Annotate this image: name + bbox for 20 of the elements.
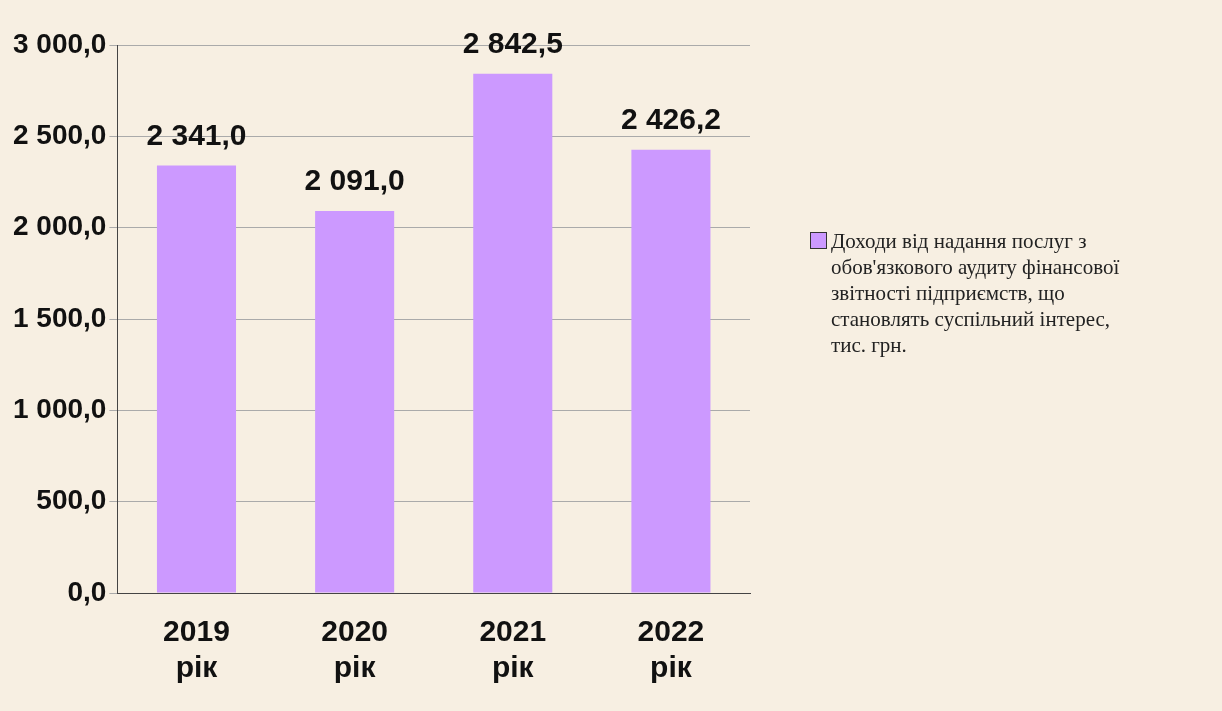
bar — [156, 165, 237, 593]
bar — [315, 211, 395, 593]
y-tick-label: 3 000,0 — [13, 27, 107, 59]
x-tick-label: 2020 рік — [321, 614, 389, 684]
y-tick-label: 0,0 — [67, 575, 107, 607]
data-label: 2 341,0 — [146, 117, 247, 151]
x-tick-label: 2022 рік — [637, 614, 705, 684]
y-tick-label: 2 500,0 — [13, 119, 107, 151]
data-label: 2 426,2 — [620, 102, 721, 136]
bar — [473, 73, 553, 593]
x-tick-label: 2019 рік — [163, 614, 230, 684]
data-label: 2 842,5 — [462, 26, 563, 60]
y-tick-label: 1 000,0 — [13, 393, 107, 425]
y-tick-label: 2 000,0 — [13, 210, 107, 242]
data-label: 2 091,0 — [304, 163, 405, 197]
y-tick-label: 500,0 — [36, 484, 107, 516]
x-tick-label: 2021 рік — [479, 614, 547, 684]
legend-label: Доходи від надання послуг з обов'язкового аудиту фінансової звітності підприємств, що становлять суспільний інтерес, тис. грн. — [831, 228, 1121, 358]
y-tick-label: 1 500,0 — [13, 301, 107, 333]
bar — [631, 149, 711, 593]
